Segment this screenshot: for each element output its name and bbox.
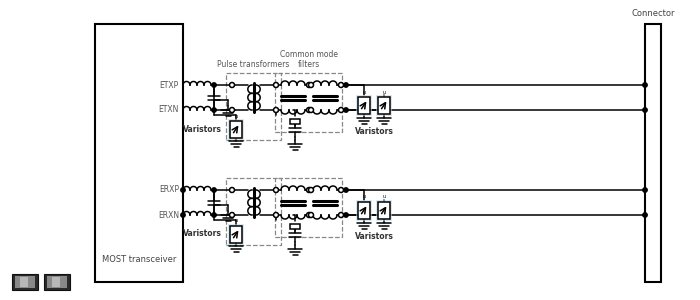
Text: Varistors: Varistors (355, 127, 393, 136)
Circle shape (344, 83, 348, 87)
Circle shape (274, 188, 279, 193)
Circle shape (307, 107, 312, 112)
Circle shape (344, 213, 348, 217)
Bar (275, 178, 342, 237)
Text: u: u (234, 113, 237, 119)
Circle shape (643, 213, 648, 217)
Bar (378, 202, 390, 218)
Circle shape (643, 188, 648, 192)
Circle shape (274, 82, 279, 88)
Text: Connector: Connector (631, 10, 675, 19)
Circle shape (307, 188, 312, 193)
Text: Varistors: Varistors (183, 230, 222, 238)
Circle shape (212, 188, 216, 192)
Circle shape (344, 188, 348, 192)
Circle shape (309, 107, 314, 112)
Text: u: u (382, 194, 386, 200)
Bar (230, 226, 242, 242)
Bar (290, 224, 300, 229)
Bar (47, 276, 67, 288)
Bar (44, 274, 70, 290)
Bar (356, 94, 372, 116)
Circle shape (309, 188, 314, 193)
Text: Common mode
filters: Common mode filters (279, 50, 337, 69)
Circle shape (274, 107, 279, 112)
Circle shape (339, 107, 344, 112)
Circle shape (339, 188, 344, 193)
Circle shape (309, 82, 314, 88)
Circle shape (339, 82, 344, 88)
Circle shape (309, 212, 314, 217)
Bar (358, 97, 370, 113)
Bar (228, 118, 244, 140)
Bar (228, 224, 244, 244)
Bar (358, 202, 370, 218)
Circle shape (230, 212, 235, 217)
Circle shape (274, 212, 279, 217)
Circle shape (181, 188, 186, 192)
Circle shape (344, 108, 348, 112)
Bar (226, 178, 281, 245)
Text: Varistors: Varistors (355, 232, 393, 241)
Circle shape (212, 108, 216, 112)
Circle shape (339, 212, 344, 217)
Circle shape (643, 108, 648, 112)
Text: u: u (363, 194, 365, 200)
Bar (356, 200, 372, 220)
Text: ERXN: ERXN (158, 211, 179, 220)
Text: ETXN: ETXN (159, 106, 179, 115)
Bar (645, 24, 661, 282)
Circle shape (212, 83, 216, 87)
Circle shape (181, 213, 186, 217)
Bar (230, 121, 242, 137)
Text: ERXP: ERXP (159, 185, 179, 194)
Text: Pulse transformers: Pulse transformers (217, 60, 290, 69)
Bar (95, 24, 183, 282)
Bar (15, 276, 35, 288)
Text: u: u (234, 218, 237, 224)
Circle shape (307, 82, 312, 88)
Text: u: u (363, 89, 365, 94)
Circle shape (230, 107, 235, 112)
Circle shape (230, 82, 235, 88)
Bar (52, 277, 60, 287)
Bar (226, 73, 281, 140)
Bar (378, 97, 390, 113)
Bar (20, 277, 28, 287)
Bar (376, 200, 392, 220)
Bar (376, 94, 392, 116)
Bar (275, 73, 342, 132)
Text: ETXP: ETXP (160, 80, 179, 89)
Bar (12, 274, 38, 290)
Text: u: u (382, 89, 386, 94)
Text: MOST transceiver: MOST transceiver (102, 256, 176, 265)
Circle shape (643, 83, 648, 87)
Text: Varistors: Varistors (183, 124, 222, 134)
Bar (290, 118, 300, 124)
Circle shape (307, 212, 312, 217)
Circle shape (230, 188, 235, 193)
Circle shape (212, 213, 216, 217)
